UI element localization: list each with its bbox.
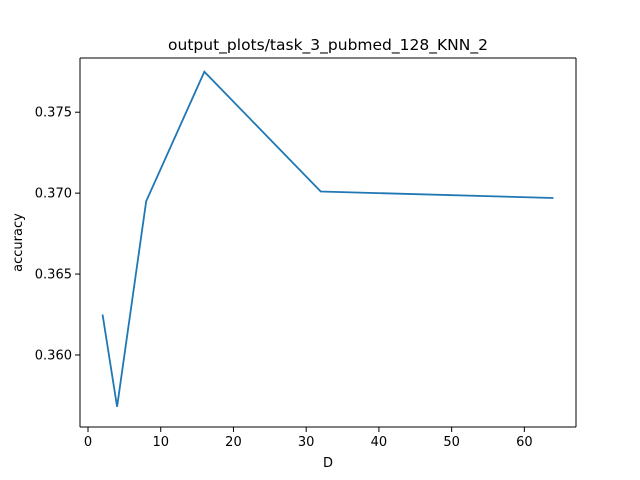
series-line	[101, 70, 554, 407]
x-axis-label: D	[323, 456, 333, 471]
plot-background	[80, 58, 576, 427]
y-tick-label: 0.370	[35, 187, 72, 202]
x-axis-ticks: 0 10 20 30 40 50 60	[84, 427, 533, 450]
x-tick-label: 60	[516, 435, 533, 450]
y-axis-label: accuracy	[11, 213, 26, 272]
axes-frame	[79, 57, 577, 428]
y-tick-label: 0.360	[35, 348, 72, 363]
x-tick-label: 30	[298, 435, 315, 450]
y-tick-label: 0.365	[35, 268, 72, 283]
x-tick-label: 40	[371, 435, 388, 450]
plot-area	[80, 58, 576, 427]
series-layer	[101, 70, 554, 407]
y-tick-label: 0.375	[35, 106, 72, 121]
x-tick-label: 50	[443, 435, 460, 450]
x-tick-label: 10	[152, 435, 169, 450]
x-tick-label: 0	[84, 435, 92, 450]
chart-title: output_plots/task_3_pubmed_128_KNN_2	[168, 36, 488, 55]
x-tick-label: 20	[225, 435, 242, 450]
y-axis-ticks: 0.360 0.365 0.370 0.375	[35, 106, 80, 363]
